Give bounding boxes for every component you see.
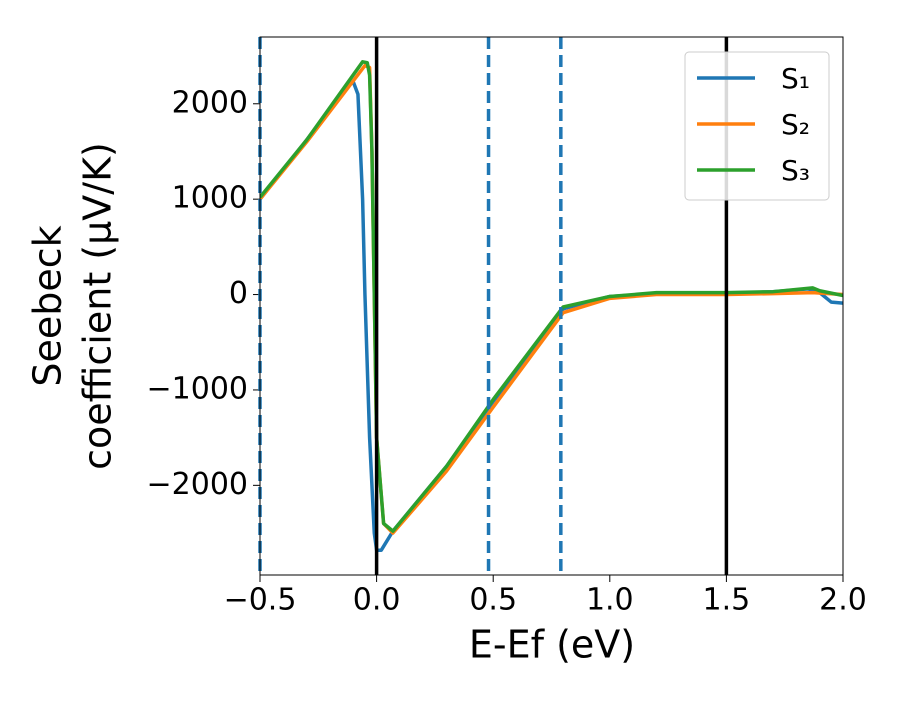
- plot-area: [260, 60, 843, 552]
- x-tick-label: 1.0: [586, 583, 634, 618]
- y-tick-label: 2000: [172, 85, 248, 120]
- y-tick-label: −2000: [147, 467, 248, 502]
- y-tick-label: 1000: [172, 181, 248, 216]
- x-tick-label: −0.5: [224, 583, 297, 618]
- legend-label: S₂: [781, 108, 810, 141]
- plot-frame: [259, 36, 844, 576]
- x-tick-label: 1.5: [703, 583, 751, 618]
- y-tick-label: 0: [229, 276, 248, 311]
- legend-box: [684, 51, 830, 201]
- x-axis-label: E-Ef (eV): [469, 623, 635, 667]
- legend-label: S₃: [781, 154, 810, 187]
- legend-label: S₁: [781, 62, 810, 95]
- y-axis-label: Seebeck: [26, 225, 70, 386]
- y-tick-label: −1000: [147, 371, 248, 406]
- series-line: [260, 60, 843, 533]
- y-axis-label: coefficient (μV/K): [76, 142, 120, 470]
- x-tick-label: 2.0: [819, 583, 867, 618]
- x-tick-label: 0.0: [353, 583, 401, 618]
- x-tick-label: 0.5: [469, 583, 517, 618]
